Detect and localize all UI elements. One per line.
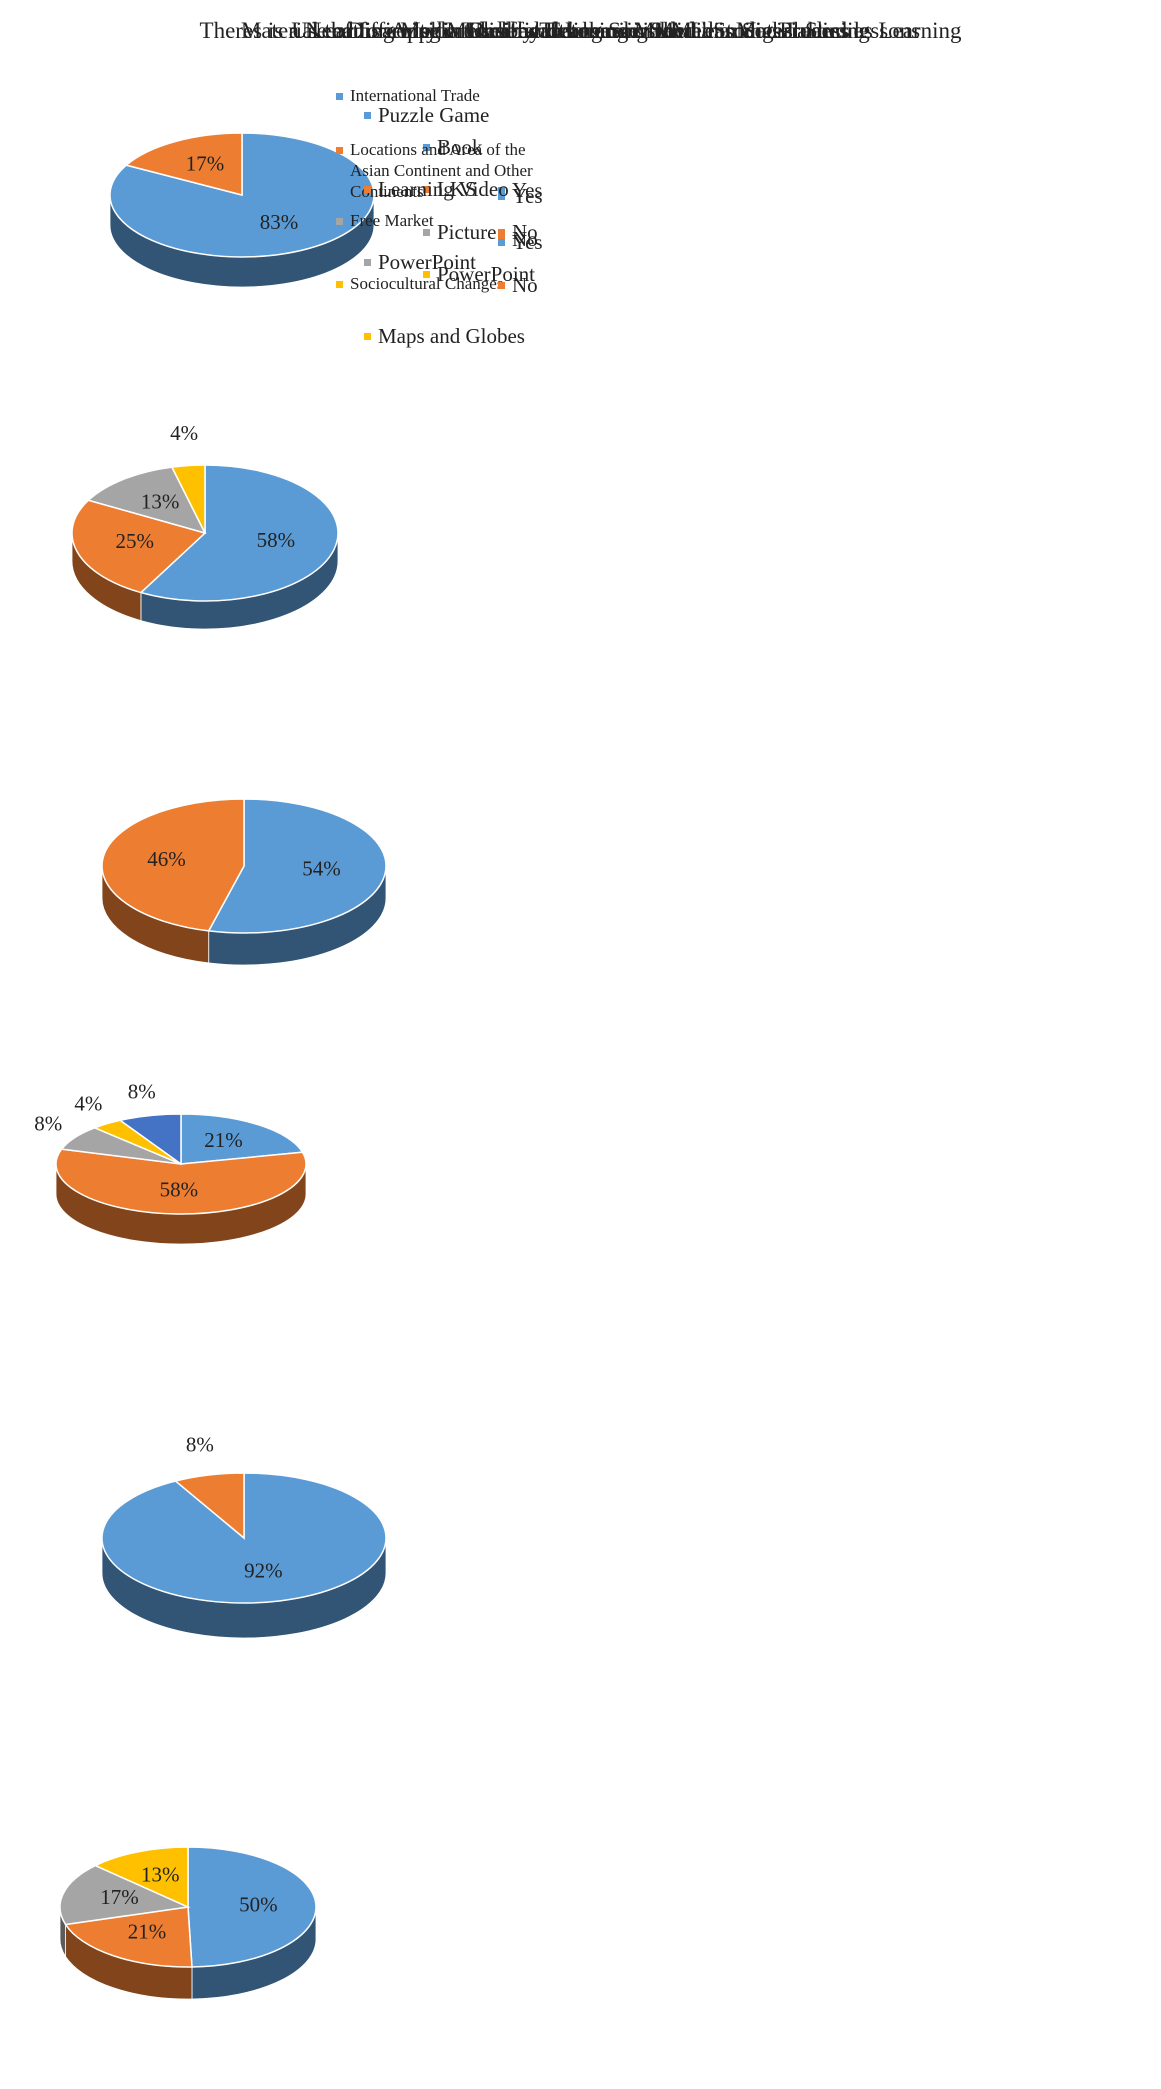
legend-item: Free Market [336,210,565,231]
legend-label: No [512,220,538,244]
data-label: 58% [160,1177,199,1201]
data-label: 8% [34,1112,62,1136]
data-label: 13% [141,489,180,513]
data-label: 50% [239,1892,278,1916]
legend-swatch [364,112,371,119]
data-label: 17% [186,151,225,175]
slice [109,132,375,258]
legend-swatch [364,259,371,266]
slice [139,464,339,602]
legend-swatch [423,229,430,236]
legend-item: Locations and Area of the Asian Continen… [336,139,565,202]
legend-swatch [336,93,343,100]
chart-title: Use of Learning Media by Teachers in Soc… [291,18,870,43]
legend-label: LKS [437,177,477,201]
legend-swatch [423,271,430,278]
data-label: 21% [204,1128,243,1152]
legend-label: International Trade [350,86,480,105]
legend-label: Sociocultural Changes [350,274,504,293]
legend-label: Maps and Globes [378,324,525,348]
legend-label: Yes [512,184,543,208]
legend-item: No [498,273,538,297]
legend-item: LKS [423,177,477,201]
slice [101,798,245,932]
legend-swatch [336,147,343,154]
data-label: 46% [147,847,186,871]
legend-label: Picture [437,220,497,244]
data-label: 4% [74,1091,102,1115]
legend-swatch [336,218,343,225]
data-label: 58% [257,528,296,552]
legend-label: PowerPoint [437,262,536,286]
legend-swatch [423,186,430,193]
legend-item: Learning Video [364,177,509,201]
legend-swatch [498,239,505,246]
slice [71,499,207,594]
data-label: 8% [128,1080,156,1104]
legend-item: Yes [498,178,543,202]
legend-label: Yes [512,230,543,254]
legend-swatch [423,144,430,151]
pie: 92% 8% [101,1433,387,1639]
chart-title: Difficulty in Understanding Social Media… [347,18,814,43]
legend-item: PowerPoint [364,250,477,274]
pie: 21% 58% 8% 4% 8% [34,1080,307,1245]
data-label: 8% [186,1433,214,1457]
chart-title: Theres is a Need for Application-based L… [199,18,962,43]
chart-title: Desired Learning Media [468,18,693,43]
legend-item: Puzzle Game [364,103,490,127]
data-label: 92% [244,1558,283,1582]
legend-swatch [498,229,505,236]
legend-swatch [336,281,343,288]
legend-label: Learning Video [378,177,509,201]
legend-item: PowerPoint [423,262,536,286]
data-label: 83% [260,210,299,234]
legend-label: Yes [512,178,543,202]
legend-label: No [512,273,538,297]
pie: 58% 25% 13% 4% [71,421,339,630]
slice [207,798,387,934]
slice [86,466,207,535]
legend-label: Locations and Area of the Asian Continen… [350,140,533,201]
chart-title: Learning Media Used by Teachers in the L… [311,18,850,43]
legend-swatch [498,282,505,289]
legend-item: Book [423,135,483,159]
data-label: 54% [302,856,341,880]
chart-panel: Learning Media Used by Teachers in the L… [0,18,850,666]
legend-swatch [364,333,371,340]
pie: 54% 46% [101,798,387,966]
legend-label: No [512,227,538,251]
slice [170,464,206,534]
legend-swatch [498,193,505,200]
legend-label: Puzzle Game [378,103,490,127]
legend-item: No [498,220,538,244]
data-label: 13% [141,1862,180,1886]
legend-label: Book [437,135,483,159]
legend-item: Yes [498,184,543,208]
legend-swatch [364,186,371,193]
chart-panel: Material that is considered difficult to… [0,18,920,1306]
legend-item: International Trade [336,85,565,106]
data-label: 17% [100,1885,139,1909]
pie: 83% 17% [109,132,375,288]
chart-panel: Theres is a Need for Application-based L… [0,18,961,1695]
page: Use of Learning Media by Teachers in Soc… [34,18,962,1999]
legend-item: Sociocultural Changes [336,273,565,294]
legend-swatch [498,187,505,194]
data-label: 25% [116,529,155,553]
data-label: 21% [128,1920,167,1944]
chart-panel: Desired Learning Media 50% 21% 17% 13% Puzzle… [0,18,693,2084]
legend-item: Picture [423,220,497,244]
data-label: 4% [170,421,198,445]
chart-panel: Use of Learning Media by Teachers in Soc… [0,0,870,333]
legend-item: Yes [498,230,543,254]
chart-title: Material that is considered difficult to… [240,18,921,43]
legend-label: PowerPoint [378,250,477,274]
legend-item: Maps and Globes [364,324,525,348]
slice [124,132,243,196]
legend-label: Free Market [350,211,434,230]
chart-panel: Difficulty in Understanding Social Media… [0,18,814,986]
pie: 50% 21% 17%13% [59,1846,317,2000]
